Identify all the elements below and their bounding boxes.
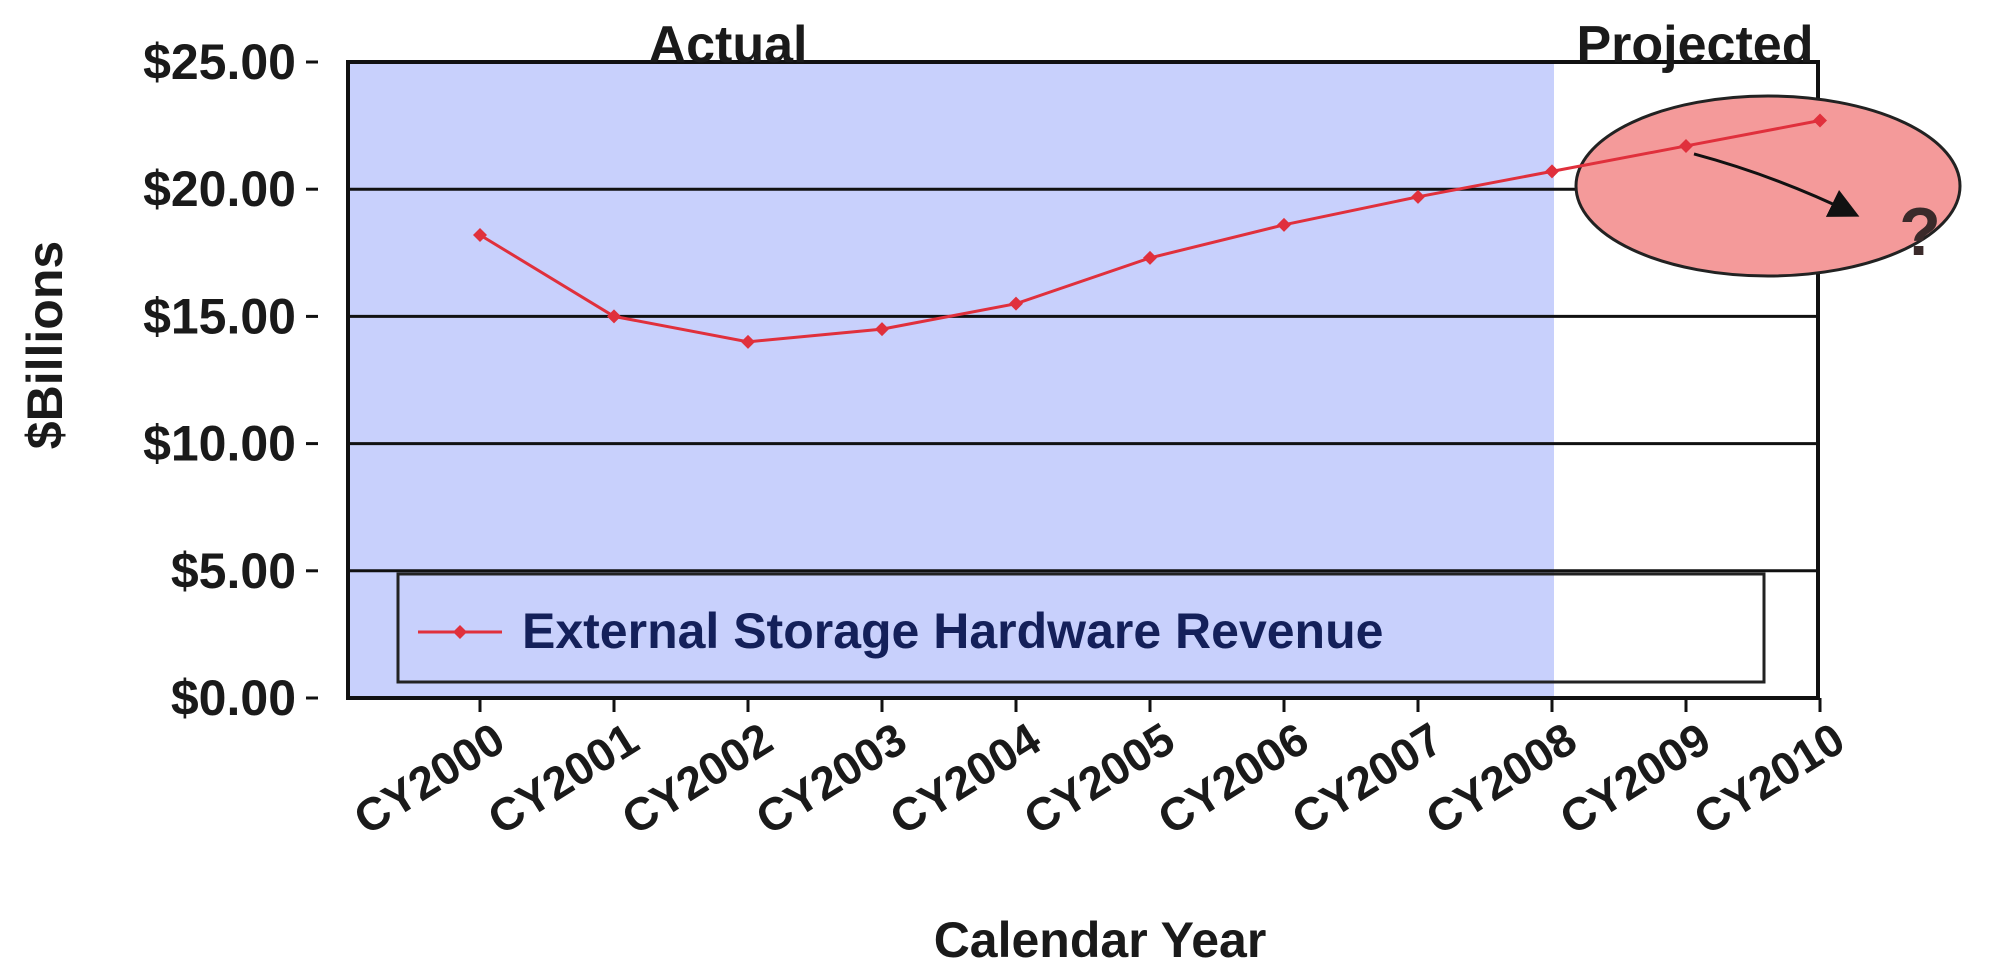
data-point-CY2005 xyxy=(1143,250,1157,265)
x-tick-label-CY2002: CY2002 xyxy=(613,712,782,844)
y-tick-label-15: $15.00 xyxy=(143,288,296,344)
x-tick-label-CY2007: CY2007 xyxy=(1283,712,1452,844)
data-point-CY2000 xyxy=(473,227,487,242)
y-tick-label-0: $0.00 xyxy=(171,670,296,726)
legend-series-marker xyxy=(453,625,467,639)
x-axis-ticks: CY2000CY2001CY2002CY2003CY2004CY2005CY20… xyxy=(345,698,1854,845)
y-tick-label-10: $10.00 xyxy=(143,416,296,472)
y-tick-label-5: $5.00 xyxy=(171,543,296,599)
x-tick-label-CY2009: CY2009 xyxy=(1551,712,1720,844)
annotation-question-mark: ? xyxy=(1899,194,1941,270)
region-label-actual: Actual xyxy=(649,16,808,74)
data-point-CY2010 xyxy=(1813,113,1827,128)
data-point-CY2003 xyxy=(875,322,889,337)
projection-highlight-ellipse xyxy=(1574,94,1962,278)
legend: External Storage Hardware Revenue xyxy=(396,572,1766,684)
y-tick-label-20: $20.00 xyxy=(143,161,296,217)
x-axis-title: Calendar Year xyxy=(934,912,1267,968)
legend-box xyxy=(396,572,1766,684)
x-tick-label-CY2003: CY2003 xyxy=(747,712,916,844)
region-label-projected: Projected xyxy=(1577,16,1814,74)
x-tick-label-CY2008: CY2008 xyxy=(1417,712,1586,844)
data-point-CY2006 xyxy=(1277,217,1291,232)
gridlines xyxy=(348,187,1818,573)
x-tick-label-CY2000: CY2000 xyxy=(345,712,514,844)
projection-arrow xyxy=(1693,152,1860,217)
data-point-CY2007 xyxy=(1411,189,1425,204)
data-point-CY2008 xyxy=(1545,164,1559,179)
x-tick-label-CY2005: CY2005 xyxy=(1015,712,1184,844)
y-axis-ticks: $0.00 $5.00 $10.00 $15.00 $20.00 $25.00 xyxy=(143,34,318,726)
data-point-CY2004 xyxy=(1009,296,1023,311)
x-tick-label-CY2004: CY2004 xyxy=(881,712,1050,844)
data-point-CY2001 xyxy=(607,309,621,324)
data-point-CY2002 xyxy=(741,334,755,349)
data-point-CY2009 xyxy=(1679,138,1693,153)
x-tick-label-CY2001: CY2001 xyxy=(479,712,648,844)
y-tick-label-25: $25.00 xyxy=(143,34,296,90)
region-actual-background xyxy=(348,62,1554,698)
legend-entry-label: External Storage Hardware Revenue xyxy=(522,603,1383,659)
series-markers xyxy=(473,113,1827,349)
plot-frame xyxy=(346,60,1820,700)
x-tick-label-CY2006: CY2006 xyxy=(1149,712,1318,844)
y-axis-title: $Billions xyxy=(17,241,73,449)
x-tick-label-CY2010: CY2010 xyxy=(1685,712,1854,844)
